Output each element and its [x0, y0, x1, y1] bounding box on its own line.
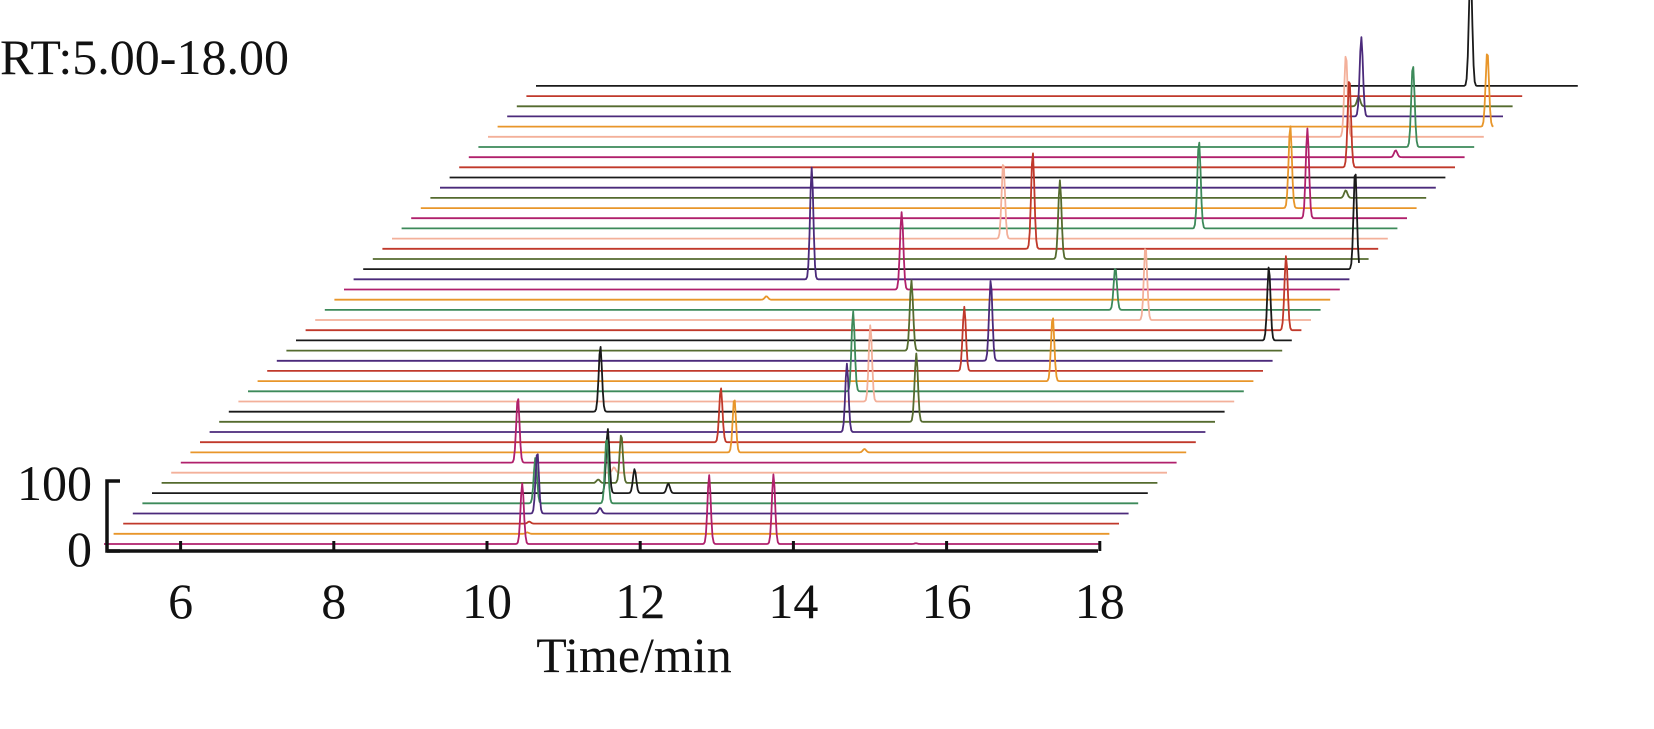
x-tick-label: 12	[615, 573, 665, 629]
chromatogram-trace	[507, 36, 1503, 118]
chart-title: RT:5.00-18.00	[0, 29, 289, 85]
x-tick-label: 10	[462, 573, 512, 629]
chromatogram-trace	[180, 398, 1177, 464]
chromatogram-trace	[353, 166, 1350, 281]
chromatogram-trace	[248, 310, 1244, 393]
chromatogram-trace	[267, 305, 1263, 372]
chromatogram-trace	[190, 399, 1187, 454]
chromatogram-trace	[142, 439, 1139, 505]
chromatogram-trace	[296, 266, 1292, 342]
chromatogram-trace	[536, 0, 1578, 87]
chromatogram-trace	[209, 362, 1206, 433]
chromatogram-trace	[257, 317, 1254, 382]
chromatogram-trace	[344, 211, 1340, 291]
chromatogram-trace	[401, 141, 1398, 230]
chromatogram-trace	[123, 520, 1119, 525]
y-scale-label-bottom: 0	[67, 521, 92, 577]
chromatogram-trace	[286, 279, 1283, 352]
chromatogram-trace	[104, 473, 1100, 545]
chromatogram-trace	[161, 434, 1158, 484]
chromatogram-trace	[516, 95, 1513, 108]
chromatogram-trace	[382, 152, 1379, 250]
chromatogram-trace	[468, 149, 1465, 159]
x-tick-label: 18	[1075, 573, 1125, 629]
x-tick-group: 6 8 10 12 14 16 18	[168, 541, 1125, 629]
chromatogram-trace	[276, 280, 1273, 362]
chromatogram-trace	[430, 189, 1427, 199]
chromatogram-trace	[392, 164, 1388, 240]
x-tick-label: 16	[922, 573, 972, 629]
chromatogram-trace	[219, 352, 1215, 423]
x-axis-title: Time/min	[536, 627, 731, 683]
chromatogram-trace	[420, 125, 1417, 209]
chromatogram-trace	[324, 268, 1321, 311]
chromatogram-trace	[152, 428, 1148, 494]
chromatogram-trace	[113, 531, 1110, 535]
chromatogram-trace	[238, 324, 1235, 403]
chromatogram-trace	[200, 387, 1196, 444]
chromatogram-trace	[305, 255, 1302, 332]
chromatogram-trace	[132, 453, 1129, 515]
trace-group	[104, 0, 1578, 545]
chromatogram-trace	[497, 53, 1494, 128]
y-scale-label-top: 100	[17, 455, 92, 511]
chromatogram-trace	[171, 466, 1167, 474]
chromatogram-trace	[411, 127, 1407, 220]
x-tick-label: 6	[168, 573, 193, 629]
x-tick-label: 8	[321, 573, 346, 629]
x-tick-label: 14	[768, 573, 818, 629]
chromatogram-trace	[334, 295, 1331, 301]
chromatogram-trace	[363, 173, 1360, 270]
chromatogram-trace	[488, 55, 1484, 138]
chromatogram-trace	[315, 248, 1311, 321]
y-scale-bracket	[105, 479, 120, 553]
axes-group: 100 0 6 8 10 12 14 16 18 Time/min	[17, 455, 1125, 683]
chromatogram-trace	[228, 346, 1225, 413]
chromatogram-trace	[372, 179, 1369, 260]
